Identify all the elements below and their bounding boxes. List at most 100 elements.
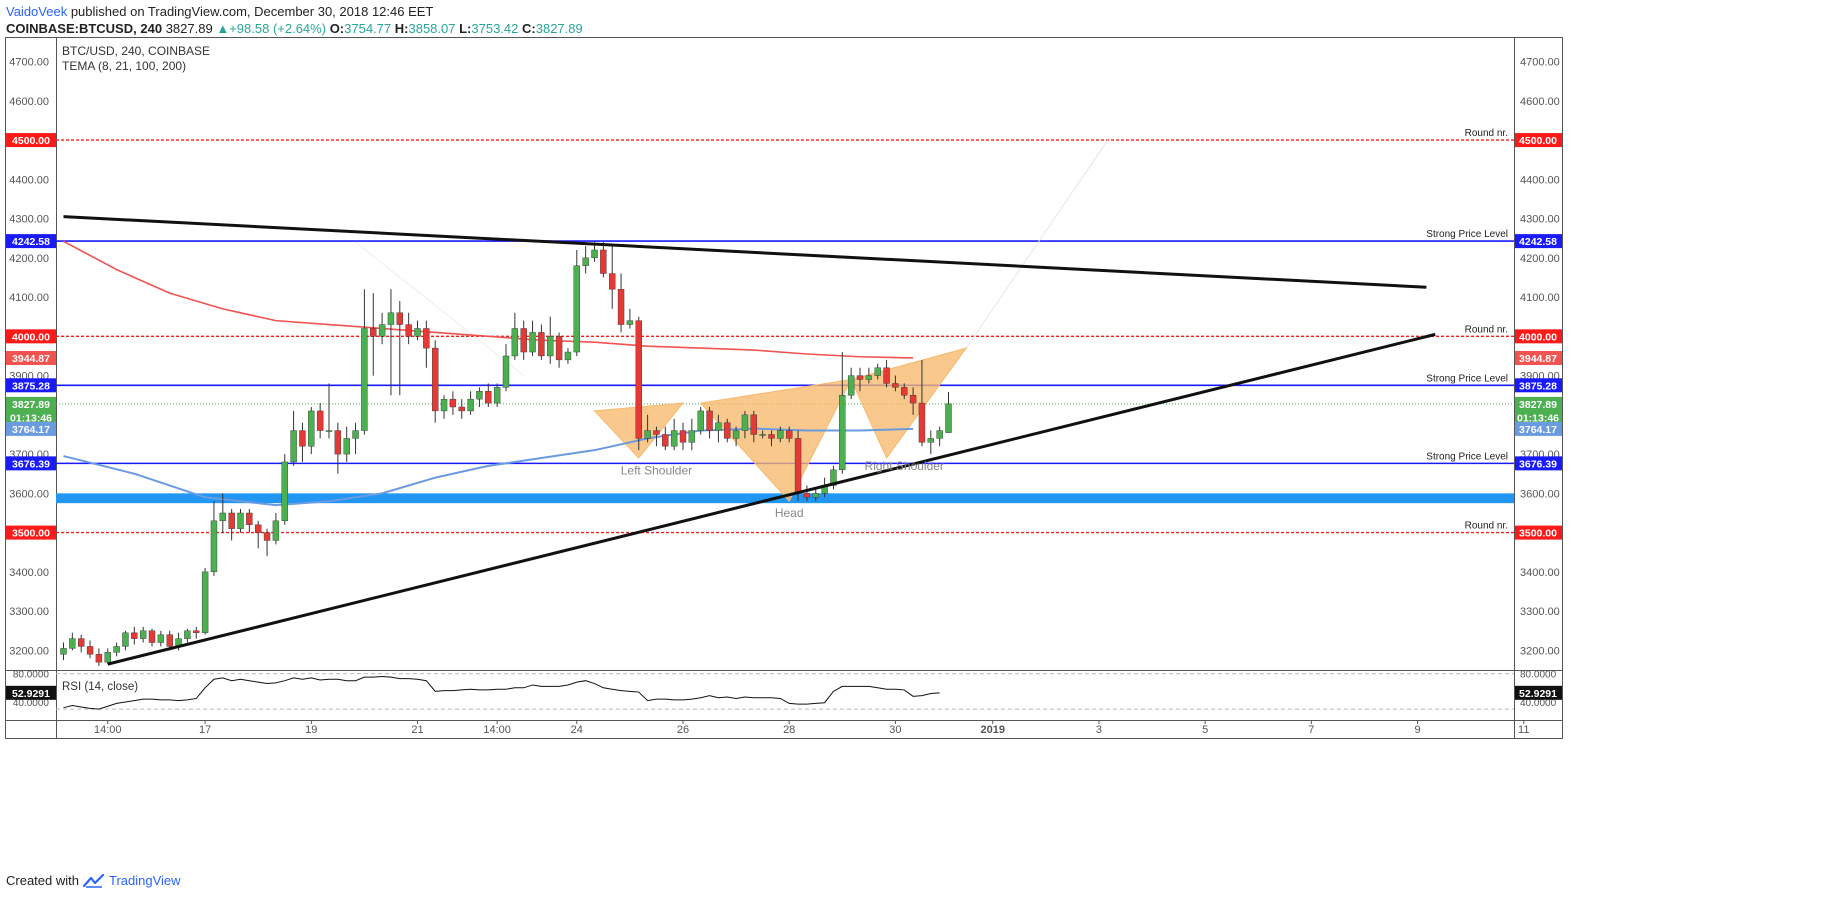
candle <box>414 320 421 341</box>
level-label: Round nr. <box>1465 128 1508 139</box>
last-price: 3827.89 <box>165 21 213 36</box>
level-tag-right <box>1515 234 1562 249</box>
candle <box>511 312 519 360</box>
rsi-current-tag-right <box>1515 685 1562 700</box>
change: +98.58 (+2.64%) <box>229 21 327 36</box>
candle <box>254 520 262 549</box>
price-tag-left-text: 3764.17 <box>12 424 50 436</box>
chart-frame <box>5 37 1563 739</box>
candle <box>732 426 740 447</box>
candle-body <box>803 493 811 498</box>
candle-body <box>777 430 784 439</box>
candle <box>387 289 395 396</box>
price-tag-left-text: 3827.89 <box>12 399 50 411</box>
level-tag-left-text: 4242.58 <box>12 236 50 248</box>
open-value: 3754.77 <box>344 21 392 36</box>
candle-body <box>263 532 271 541</box>
projection-line <box>965 139 1109 349</box>
candle <box>502 344 510 392</box>
price-tag-left <box>6 421 56 436</box>
candle-body <box>582 257 589 266</box>
candle <box>856 367 864 392</box>
candle <box>839 352 846 474</box>
author-link[interactable]: VaidoVeek <box>6 4 68 19</box>
candle <box>847 367 855 400</box>
candle-body <box>246 512 253 525</box>
candle-body <box>228 512 235 529</box>
candle-body <box>794 438 802 494</box>
price-tag-right <box>1515 350 1562 365</box>
candle-body <box>440 398 448 412</box>
candle-body <box>892 383 899 388</box>
candle <box>777 426 784 443</box>
tradingview-link[interactable]: TradingView <box>108 873 181 888</box>
candle-body <box>520 328 527 353</box>
candle-body <box>644 430 651 439</box>
candle-body <box>706 410 713 431</box>
low-value: 3753.42 <box>471 21 519 36</box>
candle-body <box>945 403 952 433</box>
rsi-current-tag-left <box>6 685 56 700</box>
candle-body <box>547 336 554 357</box>
candle-body <box>485 391 492 404</box>
trendline <box>107 332 1436 666</box>
candle <box>237 509 244 533</box>
candle-body <box>166 634 173 647</box>
x-tick-label: 28 <box>783 724 795 736</box>
publish-line: VaidoVeek published on TradingView.com, … <box>6 4 433 19</box>
candle <box>892 375 899 392</box>
candle-body <box>573 265 580 353</box>
candle <box>555 332 563 368</box>
candle-body <box>60 648 67 655</box>
ema-200-line <box>63 240 914 359</box>
candle <box>219 493 227 533</box>
candle <box>148 628 156 647</box>
candle-body <box>635 320 642 439</box>
candle-body <box>396 312 403 325</box>
candle <box>476 387 483 407</box>
candle-body <box>715 422 722 431</box>
candle-body <box>688 430 696 443</box>
level-tag-left <box>6 456 56 471</box>
created-with-text: Created with <box>6 873 79 888</box>
candle <box>538 324 545 360</box>
candle-body <box>131 632 138 639</box>
level-tag-left <box>6 234 56 249</box>
candle-body <box>679 430 687 443</box>
candle <box>662 426 669 451</box>
candle-body <box>609 273 616 290</box>
level-tag-left-text: 4500.00 <box>12 135 50 147</box>
candle <box>299 422 306 462</box>
candle-body <box>299 430 306 447</box>
pattern-triangle <box>699 378 853 503</box>
candle-body <box>768 434 775 439</box>
level-label: Strong Price Level <box>1426 451 1508 462</box>
candle <box>352 422 359 455</box>
candle <box>812 489 819 502</box>
candle <box>670 418 678 451</box>
candle <box>600 242 607 278</box>
candle-body <box>830 469 837 486</box>
x-tick-label: 24 <box>571 724 583 736</box>
symbol: COINBASE:BTCUSD <box>6 21 134 36</box>
candle <box>653 426 660 447</box>
candle-body <box>449 398 457 408</box>
rsi-legend: RSI (14, close) <box>62 681 138 693</box>
y-tick-label-left: 4300.00 <box>9 214 49 226</box>
rsi-line <box>63 675 940 710</box>
y-tick-label-right: 4200.00 <box>1520 253 1560 265</box>
x-tick-label: 5 <box>1202 724 1208 736</box>
candle <box>830 465 837 490</box>
candle-body <box>77 638 85 647</box>
candle <box>405 312 412 345</box>
candle <box>449 391 457 415</box>
candle-body <box>193 630 200 633</box>
candle-body <box>847 375 855 396</box>
tradingview-logo-icon <box>82 873 105 888</box>
candle-body <box>600 249 607 274</box>
level-tag-left <box>6 329 56 344</box>
candle <box>131 626 138 645</box>
candle <box>688 418 696 451</box>
